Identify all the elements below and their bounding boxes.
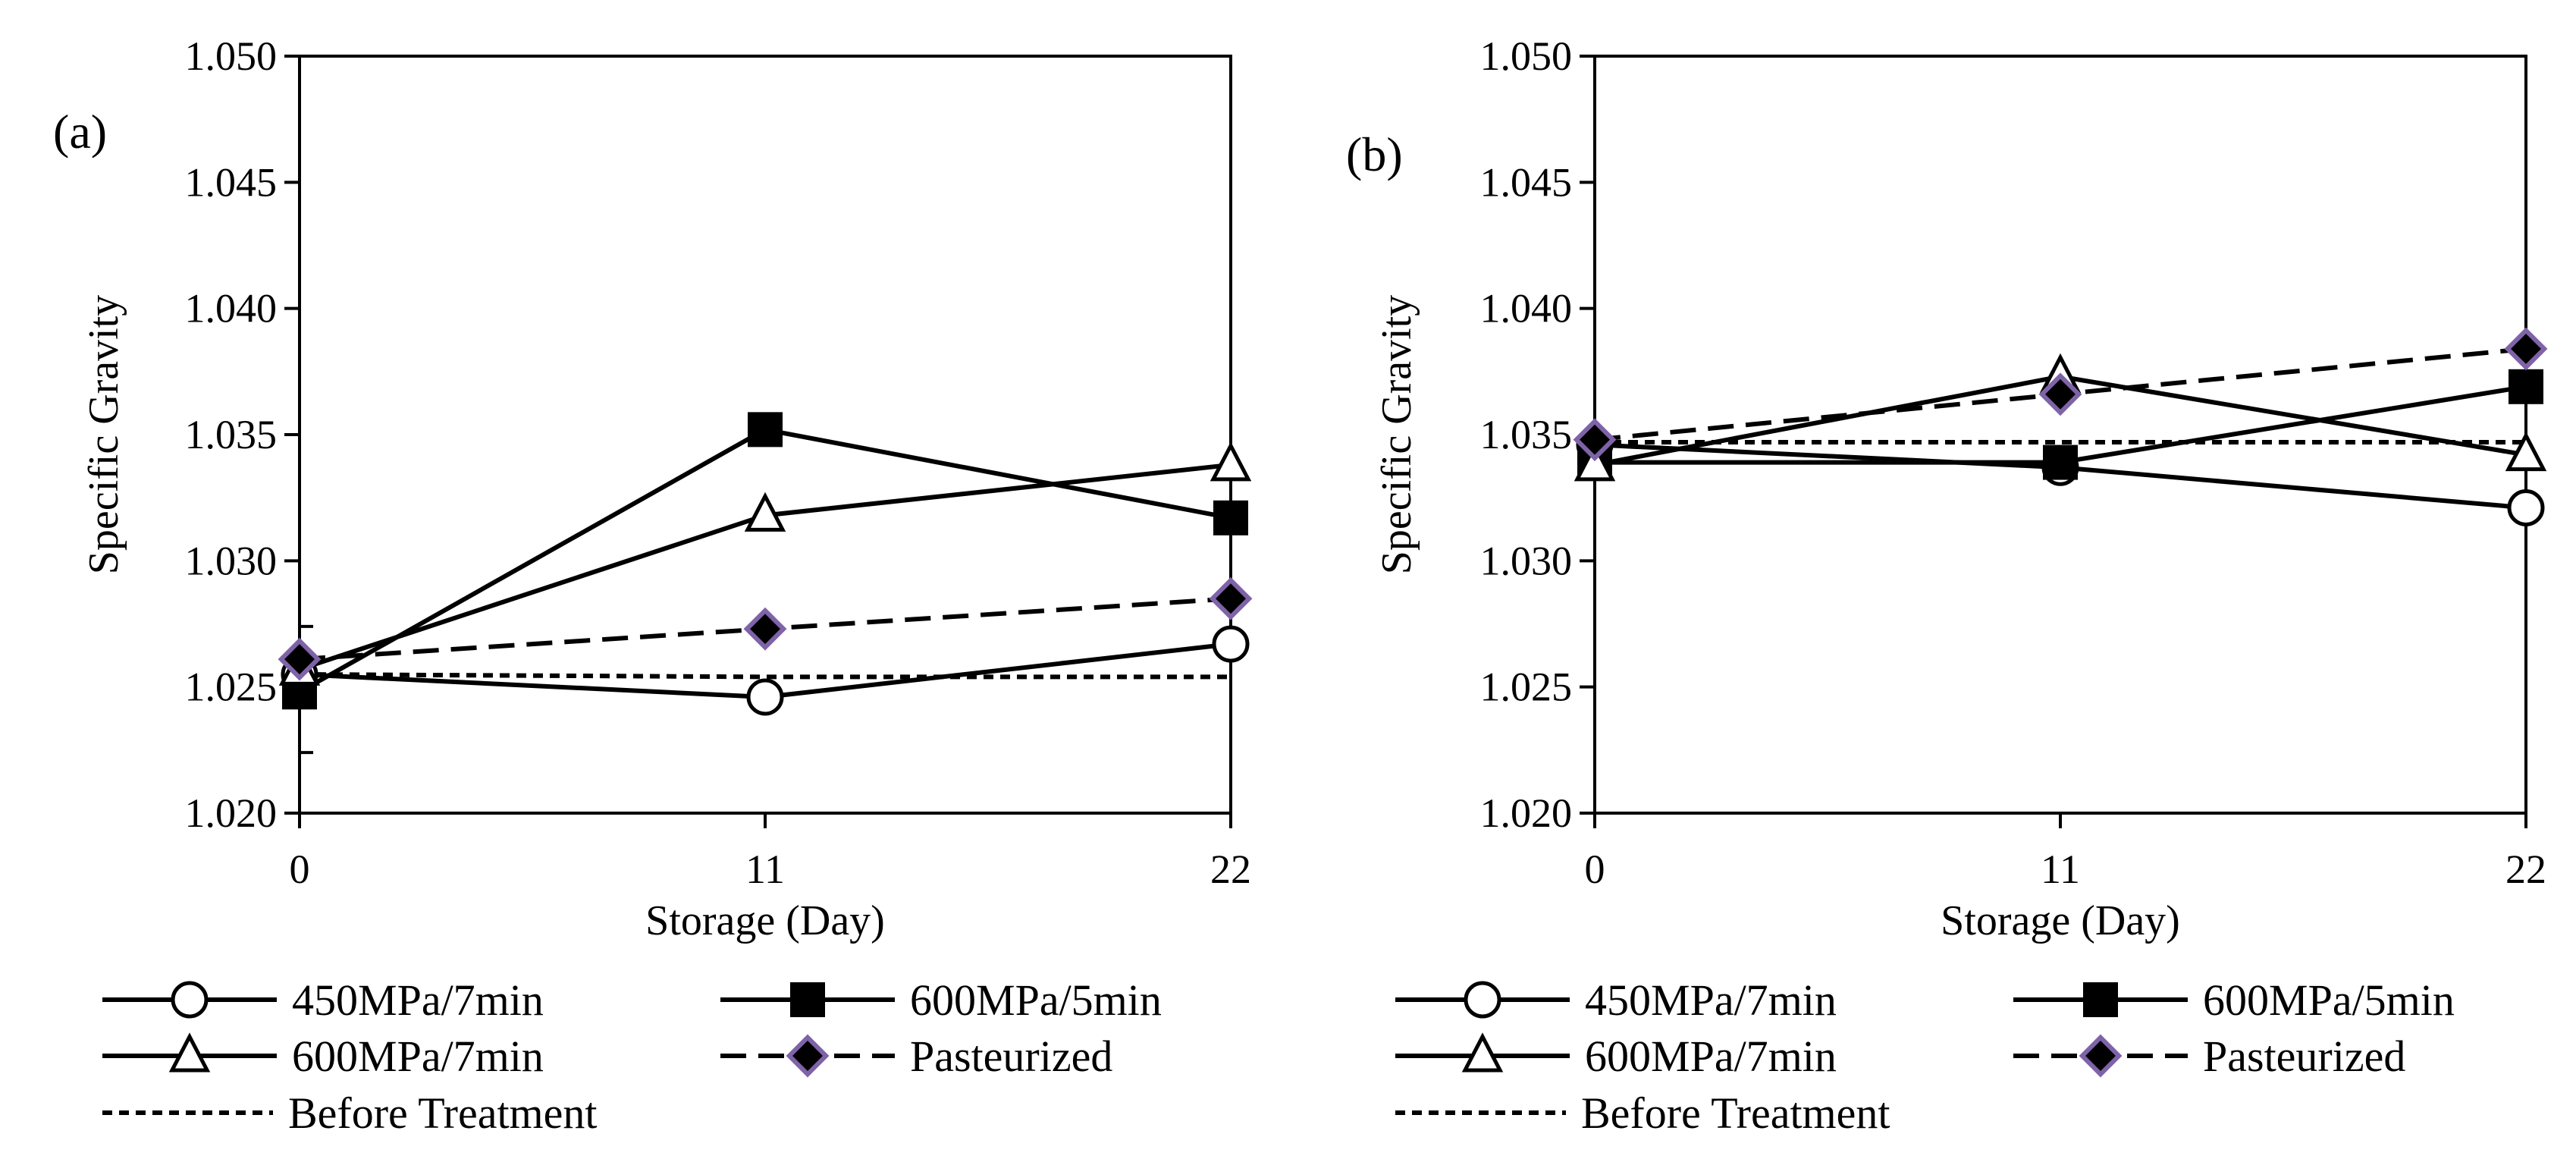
y-tick-label: 1.050 [1480,33,1573,79]
legend-marker-450mpa-7min [171,981,209,1019]
legend: 450MPa/7min 600MPa/5min 600MPa/7min Pasteur… [102,975,1162,1138]
legend-label-600mpa-5min: 600MPa/5min [2203,975,2455,1025]
y-tick-label: 1.020 [185,790,278,836]
point-600mpa-7min [2505,431,2547,472]
panel-label: (b) [1346,127,1403,181]
x-tick-label: 0 [1585,846,1605,892]
y-tick-label: 1.025 [185,664,278,710]
legend-label-450mpa-7min: 450MPa/7min [292,975,544,1025]
legend-label-pasteurized: Pasteurized [2203,1032,2405,1081]
point-600mpa-7min [744,492,786,532]
point-600mpa-5min [748,412,783,448]
point-pasteurized [278,637,322,681]
legend-marker-600mpa-7min [168,1032,211,1073]
legend-label-450mpa-7min: 450MPa/7min [1585,975,1837,1025]
y-axis-label: Specific Gravity [80,295,127,575]
plot-area-frame [1593,55,2527,815]
x-tick-label: 22 [1210,846,1251,892]
point-pasteurized [1573,418,1617,462]
panel-a: 1.020 1.025 1.030 1.035 1.040 1.045 1.050 0 11 22… [53,33,1253,1138]
legend-label-600mpa-7min: 600MPa/7min [1585,1032,1837,1081]
y-tick-label: 1.045 [1480,159,1573,205]
point-pasteurized [2504,327,2548,371]
y-tick-label: 1.040 [185,286,278,331]
legend-marker-600mpa-5min [790,982,825,1017]
point-450mpa-7min [746,678,784,716]
legend-label-before-treatment: Before Treatment [1581,1088,1890,1138]
point-600mpa-7min [1574,441,1616,482]
x-tick-label: 11 [745,846,785,892]
series-line-before-treatment [299,672,1231,680]
point-pasteurized [2038,372,2082,416]
legend-label-600mpa-5min: 600MPa/5min [910,975,1162,1025]
x-tick-label: 0 [290,846,310,892]
y-tick-label: 1.020 [1480,790,1573,836]
y-tick-label: 1.050 [185,33,278,79]
panel-label: (a) [53,105,107,159]
point-450mpa-7min [1212,625,1250,663]
y-tick-label: 1.035 [185,412,278,457]
point-600mpa-5min [2509,369,2543,404]
legend-marker-pasteurized [786,1034,830,1078]
y-tick-label: 1.045 [185,159,278,205]
y-tick-label: 1.030 [1480,538,1573,583]
point-pasteurized [743,607,787,651]
legend: 450MPa/7min 600MPa/5min 600MPa/7min Pasteur… [1395,975,2455,1138]
legend-marker-pasteurized [2079,1034,2123,1078]
legend-label-600mpa-7min: 600MPa/7min [292,1032,544,1081]
x-axis-label: Storage (Day) [1941,897,2180,944]
legend-label-before-treatment: Before Treatment [288,1088,598,1138]
x-tick-label: 11 [2041,846,2080,892]
y-tick-label: 1.025 [1480,664,1573,710]
legend-marker-600mpa-7min [1461,1032,1504,1073]
legend-marker-600mpa-5min [2083,982,2118,1017]
point-600mpa-5min [2043,444,2078,480]
point-600mpa-5min [1213,500,1248,536]
point-pasteurized [1209,576,1253,620]
x-tick-label: 22 [2505,846,2546,892]
y-tick-label: 1.035 [1480,412,1573,457]
point-600mpa-7min [1210,441,1252,482]
point-450mpa-7min [2507,488,2545,526]
panel-b: 1.020 1.025 1.030 1.035 1.040 1.045 1.050 0 11 22… [1346,33,2548,1138]
y-tick-label: 1.040 [1480,286,1573,331]
legend-label-pasteurized: Pasteurized [910,1032,1112,1081]
legend-marker-450mpa-7min [1464,981,1501,1019]
y-axis-label: Specific Gravity [1373,295,1420,575]
series-line-600mpa-5min [298,427,1232,694]
y-tick-label: 1.030 [185,538,278,583]
x-axis-label: Storage (Day) [645,897,885,944]
